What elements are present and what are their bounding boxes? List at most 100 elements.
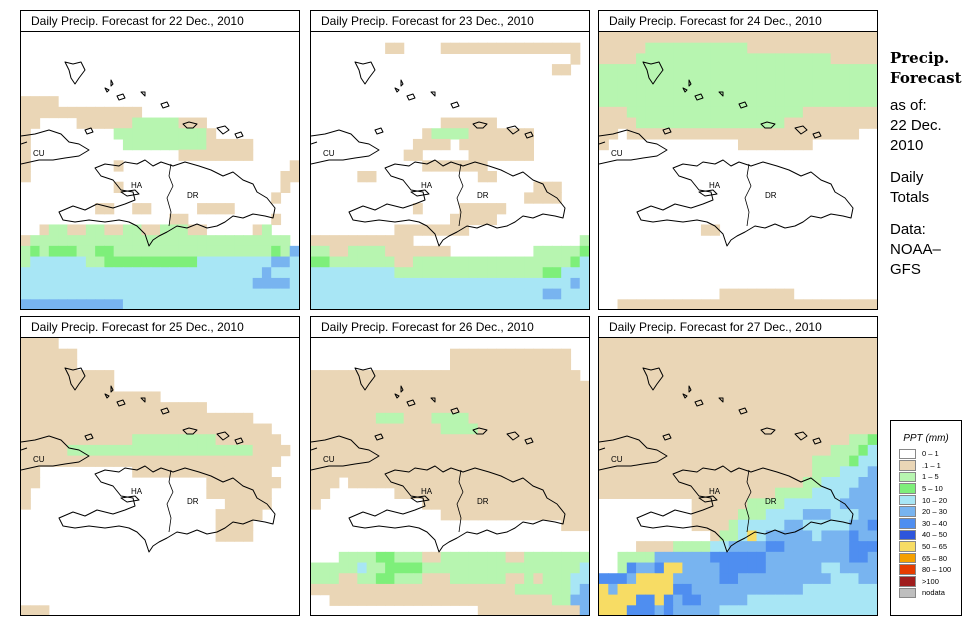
precip-cell [691,74,702,87]
precip-cell [58,434,68,446]
precip-cell [252,288,263,300]
precip-cell [636,541,646,553]
precip-cell [366,455,377,467]
precip-cell [141,277,152,290]
precip-cell [812,391,822,403]
precip-cell [645,541,656,553]
precip-cell [104,117,115,129]
precip-cell [412,299,423,309]
precip-cell [122,106,133,119]
island-outline [430,91,436,97]
legend-swatch [899,518,916,529]
precip-cell [468,444,479,457]
precip-cell [311,402,321,414]
precip-cell [477,288,488,300]
island-outline [718,397,724,403]
precip-cell [431,583,442,596]
precip-cell [654,605,665,615]
legend-swatch [899,541,916,552]
precip-cell [468,149,479,161]
precip-cell [710,562,721,574]
precip-cell [215,434,226,446]
precip-cell [505,42,516,54]
precip-cell [48,277,59,290]
precip-cell [839,348,850,360]
precip-cell [812,128,822,140]
precip-cell [645,477,656,489]
precip-cell [812,509,822,521]
precip-cell [793,573,804,585]
precip-cell [403,277,414,290]
precip-cell [793,380,804,393]
precip-cell [599,138,609,151]
precip-cell [682,64,693,76]
precip-cell [122,245,133,258]
precip-cell [673,605,683,615]
precip-cell [375,288,386,300]
precip-cell [775,380,785,393]
precip-cell [626,391,637,403]
precip-cell [122,299,133,309]
precip-cell [719,42,730,54]
precip-cell [821,402,832,414]
precip-cell [76,245,87,258]
precip-cell [765,42,776,54]
precip-cell [802,594,813,606]
precip-cell [728,96,739,108]
precip-cell [700,487,711,499]
precip-cell [394,267,405,279]
precip-cell [793,444,804,457]
precip-cell [496,391,507,403]
precip-cell [450,299,460,309]
precip-cell [830,423,841,435]
precip-cell [132,444,143,457]
precip-cell [533,498,544,510]
precip-cell [570,256,581,268]
precip-cell [132,267,143,279]
precip-cell [385,583,395,596]
precip-cell [849,348,860,360]
precip-cell [412,277,423,290]
island-outline [104,87,110,93]
precip-cell [645,455,656,467]
legend-label: 10 – 20 [922,495,948,505]
precip-cell [775,444,785,457]
precip-cell [234,487,244,499]
precip-cell [561,245,572,258]
precip-cell [793,85,804,97]
precip-cell [366,245,377,258]
precip-cell [311,487,321,499]
precip-cell [113,455,124,467]
precip-cell [385,551,395,564]
precip-cell [821,96,832,108]
precip-cell [505,583,516,596]
precip-cell [663,444,674,457]
precip-cell [793,455,804,467]
precip-cell [206,288,217,300]
precip-cell [756,338,767,350]
precip-cell [468,117,479,129]
precip-cell [39,338,50,350]
precip-cell [682,605,693,615]
precip-cell [691,106,702,119]
precip-cell [224,267,235,279]
precip-cell [206,466,217,478]
precip-cell [802,391,813,403]
precip-cell [747,583,758,596]
precip-cell [756,32,767,44]
precip-cell [728,370,739,382]
precip-cell [224,423,235,435]
precip-cell [394,42,405,54]
data-source-line2: GFS [890,261,921,278]
precip-cell [682,370,693,382]
precip-cell [617,299,628,309]
island-outline [698,495,718,503]
precip-cell [178,466,189,478]
precip-cell [431,245,442,258]
precip-cell [450,160,460,172]
precip-cell [320,267,331,279]
precip-cell [533,594,544,606]
precip-cell [450,288,460,300]
precip-cell [487,277,497,290]
precip-cell [412,594,423,606]
